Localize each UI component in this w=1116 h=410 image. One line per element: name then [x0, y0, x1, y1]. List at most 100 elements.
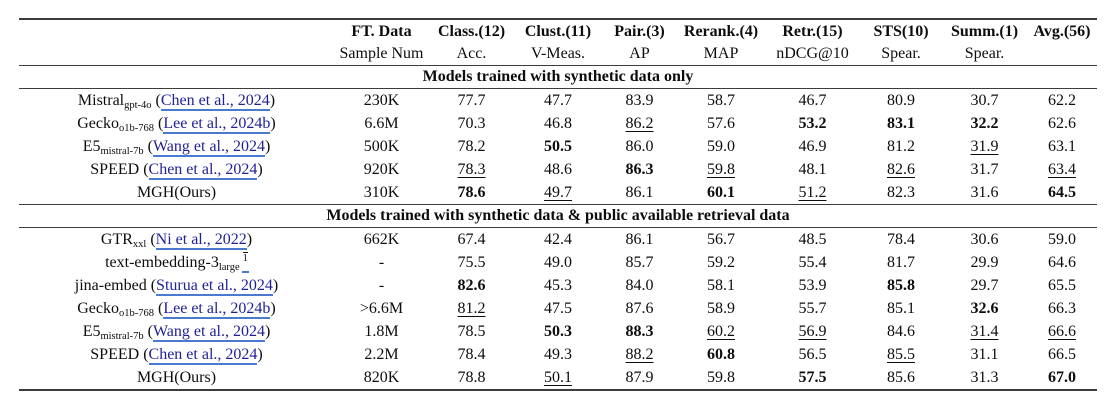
citation-link[interactable]: Ni et al., 2022	[155, 230, 247, 250]
metric-cell: 60.1	[677, 181, 765, 205]
metric-cell: 80.9	[860, 89, 942, 113]
ft-data-cell: -	[334, 251, 429, 274]
citation-link[interactable]: Wang et al., 2024	[152, 137, 265, 157]
table-row: Mistralgpt-4o (Chen et al., 2024) 230K 77.…	[19, 89, 1097, 113]
model-name: Gecko	[77, 114, 120, 132]
ft-data-cell: 230K	[334, 89, 429, 113]
metric-value: 60.8	[707, 345, 735, 363]
metric-value: 82.6	[887, 160, 915, 178]
metric-cell: 46.7	[765, 89, 860, 113]
metric-cell: 85.8	[860, 274, 942, 297]
metric-value: 49.7	[544, 183, 572, 201]
column-header-ft-data: FT. Data	[351, 22, 412, 40]
ft-data-value: 2.2M	[364, 345, 399, 363]
column-subheader-ndcg: nDCG@10	[776, 45, 849, 62]
metric-value: 58.7	[707, 91, 735, 109]
metric-value: 78.4	[887, 230, 915, 248]
metric-cell: 31.9	[942, 135, 1027, 158]
model-name-cell: SPEED (Chen et al., 2024)	[90, 160, 263, 180]
metric-cell: 78.4	[860, 228, 942, 252]
metric-value: 66.6	[1048, 322, 1076, 340]
metric-value: 31.6	[970, 183, 999, 201]
model-name-cell: GTRxxl (Ni et al., 2022)	[100, 230, 253, 250]
metric-cell: 86.1	[602, 228, 677, 252]
metric-cell: 59.2	[677, 251, 765, 274]
ft-data-cell: >6.6M	[334, 297, 429, 320]
model-name-subscript: mistral-7b	[100, 330, 144, 342]
metric-cell: 48.5	[765, 228, 860, 252]
ft-data-value: -	[378, 276, 385, 294]
citation-link[interactable]: Chen et al., 2024	[160, 91, 270, 111]
metric-value: 78.6	[457, 183, 486, 201]
ft-data-value: 920K	[363, 160, 400, 178]
metric-value: 57.6	[707, 114, 735, 132]
metric-value: 83.9	[625, 91, 654, 109]
metric-cell: 77.7	[429, 89, 514, 113]
metric-cell: 65.5	[1027, 274, 1097, 297]
metric-value: 56.5	[798, 345, 827, 363]
model-name-cell: Mistralgpt-4o (Chen et al., 2024)	[77, 91, 276, 111]
footnote-marker-link[interactable]: 1	[242, 251, 248, 264]
metric-cell: 31.4	[942, 320, 1027, 343]
metric-value: 58.9	[707, 299, 735, 317]
metric-value: 78.2	[457, 137, 486, 155]
metric-value: 87.6	[625, 299, 654, 317]
citation-link[interactable]: Wang et al., 2024	[152, 322, 265, 342]
header-row-metric: Sample Num Acc. V-Meas. AP MAP nDCG@10 S…	[19, 43, 1097, 66]
metric-cell: 56.9	[765, 320, 860, 343]
column-header-pair: Pair.(3)	[614, 22, 665, 40]
metric-cell: 78.3	[429, 158, 514, 181]
column-header-sts: STS(10)	[873, 22, 929, 40]
ft-data-value: 230K	[363, 91, 400, 109]
metric-value: 47.5	[544, 299, 572, 317]
table-row: E5mistral-7b (Wang et al., 2024) 1.8M 78.5…	[19, 320, 1097, 343]
section-title: Models trained with synthetic data & pub…	[19, 204, 1097, 228]
metric-cell: 58.7	[677, 89, 765, 113]
metric-value: 29.9	[970, 253, 999, 271]
metric-cell: 60.2	[677, 320, 765, 343]
metric-value: 31.3	[970, 368, 999, 386]
metric-cell: 31.6	[942, 181, 1027, 205]
metric-value: 65.5	[1048, 276, 1076, 294]
model-name: MGH(Ours)	[136, 183, 217, 201]
metric-cell: 46.8	[514, 112, 602, 135]
model-name-cell: text-embedding-3large1	[19, 251, 334, 274]
metric-cell: 56.7	[677, 228, 765, 252]
citation-link[interactable]: Chen et al., 2024	[148, 345, 258, 365]
ft-data-value: 6.6M	[364, 114, 399, 132]
metric-value: 67.0	[1048, 368, 1076, 386]
citation-link[interactable]: Sturua et al., 2024	[156, 276, 273, 296]
metric-cell: 31.1	[942, 343, 1027, 366]
column-subheader-spear-sts: Spear.	[881, 45, 921, 62]
metric-cell: 49.3	[514, 343, 602, 366]
metric-cell: 42.4	[514, 228, 602, 252]
model-name-subscript: o1b-768	[119, 122, 155, 134]
metric-value: 82.6	[457, 276, 486, 294]
metric-cell: 62.2	[1027, 89, 1097, 113]
citation-link[interactable]: Lee et al., 2024b	[163, 299, 271, 319]
column-subheader-ap: AP	[629, 45, 650, 62]
metric-cell: 50.3	[514, 320, 602, 343]
citation-link[interactable]: Lee et al., 2024b	[163, 114, 271, 134]
metric-cell: 49.0	[514, 251, 602, 274]
model-name: SPEED	[90, 345, 140, 363]
metric-value: 85.8	[887, 276, 915, 294]
metric-cell: 53.2	[765, 112, 860, 135]
model-name: jina-embed	[74, 276, 147, 294]
metric-value: 59.0	[1048, 230, 1076, 248]
metric-value: 88.2	[625, 345, 654, 363]
model-name-cell: Geckoo1b-768 (Lee et al., 2024b)	[77, 299, 276, 319]
table-row: jina-embed (Sturua et al., 2024) - 82.6 45.…	[19, 274, 1097, 297]
metric-cell: 57.6	[677, 112, 765, 135]
metric-value: 81.2	[457, 299, 486, 317]
metric-value: 64.6	[1048, 253, 1076, 271]
model-name: Mistral	[77, 91, 125, 109]
metric-cell: 59.0	[1027, 228, 1097, 252]
metric-cell: 59.0	[677, 135, 765, 158]
citation-link[interactable]: Chen et al., 2024	[148, 160, 258, 180]
metric-cell: 58.1	[677, 274, 765, 297]
column-subheader-sample-num: Sample Num	[339, 45, 424, 62]
model-name-cell: jina-embed (Sturua et al., 2024)	[74, 276, 279, 296]
table-row: Geckoo1b-768 (Lee et al., 2024b) 6.6M 70.3…	[19, 112, 1097, 135]
metric-cell: 82.6	[860, 158, 942, 181]
